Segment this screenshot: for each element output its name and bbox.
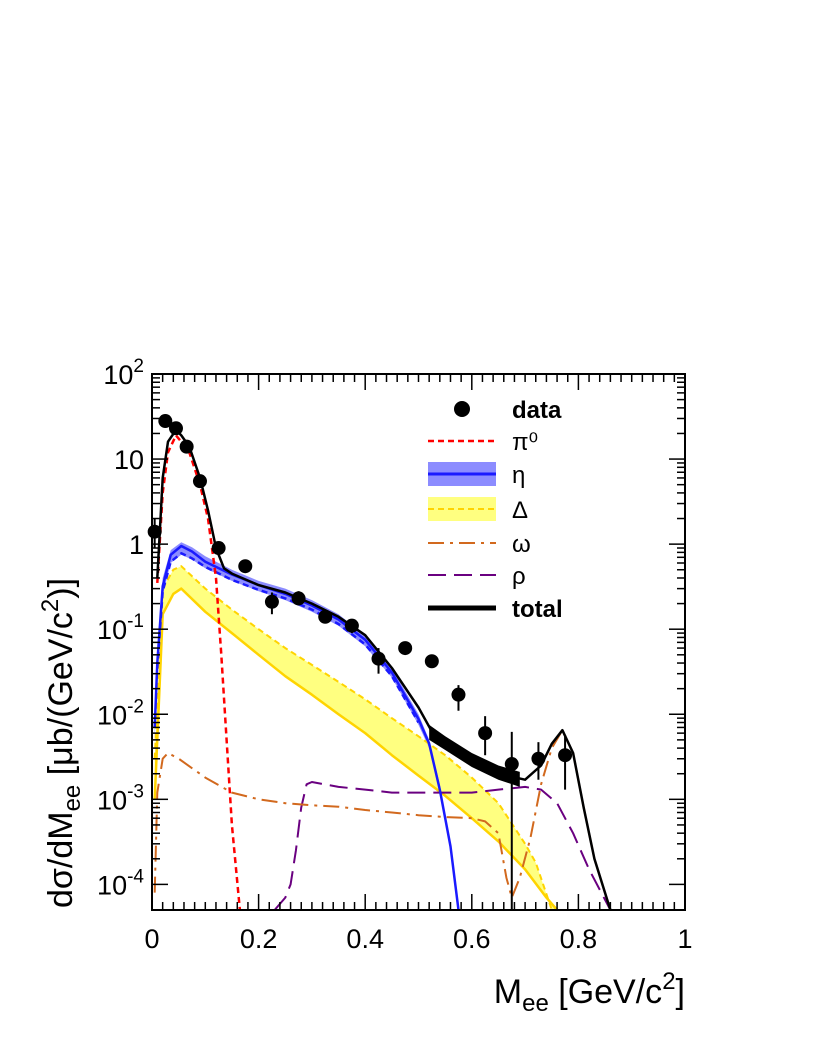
legend-label-data: data [512, 397, 562, 424]
x-tick-label: 0 [144, 924, 159, 954]
y-axis-title: dσ/dMee [μb/(GeV/c2)] [37, 578, 86, 908]
x-tick-label: 0.2 [240, 924, 278, 954]
omega-line [153, 729, 612, 910]
legend-data-marker [454, 401, 470, 417]
eta-dashed-line [156, 552, 420, 724]
delta-upper-line [153, 565, 553, 910]
legend-label-eta: η [512, 462, 525, 489]
legend-label-omega: ω [512, 531, 531, 558]
y-tick-label: 1 [129, 530, 144, 560]
y-tick-label: 10-1 [97, 611, 144, 645]
legend-label-rho: ρ [512, 563, 526, 590]
data-point-10 [344, 618, 359, 633]
data-point-5 [211, 541, 226, 556]
x-tick-label: 0.4 [346, 924, 384, 954]
y-tick-label: 10 [114, 445, 144, 475]
x-tick-label: 0.6 [453, 924, 491, 954]
data-point-6 [238, 559, 253, 574]
data-point-7 [264, 594, 279, 609]
data-point-15 [478, 726, 493, 741]
x-tick-label: 1 [677, 924, 692, 954]
data-point-2 [168, 421, 183, 436]
x-axis-title: Mee [GeV/c2] [494, 968, 685, 1017]
y-tick-label: 10-3 [97, 781, 144, 815]
data-point-0 [147, 524, 162, 539]
data-points [147, 414, 573, 910]
data-point-8 [291, 591, 306, 606]
y-tick-label: 102 [103, 356, 144, 390]
x-tick-label: 0.8 [560, 924, 598, 954]
delta-lower-line [153, 587, 559, 910]
total-band [429, 724, 520, 787]
data-point-12 [398, 641, 413, 656]
data-point-18 [558, 748, 573, 763]
data-point-17 [531, 751, 546, 766]
legend-label-total: total [512, 596, 563, 623]
data-point-11 [371, 651, 386, 666]
data-point-16 [504, 757, 519, 772]
legend-label-pi0: π⁰ [512, 429, 538, 456]
axis-tick-labels: 0 0.2 0.4 0.6 0.8 1 10-4 10-3 10-2 10-1 1 10 102 [97, 356, 692, 954]
data-point-14 [451, 687, 466, 702]
eta-line [153, 544, 460, 910]
y-tick-label: 10-2 [97, 696, 144, 730]
legend-label-delta: Δ [512, 497, 528, 524]
data-point-3 [179, 439, 194, 454]
axis-ticks [151, 373, 686, 910]
data-point-9 [318, 609, 333, 624]
data-point-1 [158, 414, 173, 429]
data-point-4 [192, 474, 207, 489]
data-point-13 [424, 654, 439, 669]
y-tick-label: 10-4 [97, 866, 144, 900]
